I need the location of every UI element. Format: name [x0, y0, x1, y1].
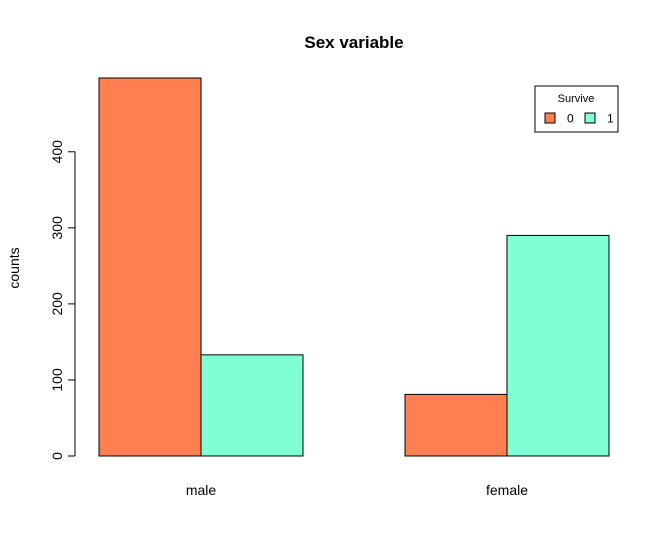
y-tick-label: 100	[49, 368, 65, 392]
legend: Survive 0 1	[534, 85, 619, 133]
legend-title: Survive	[558, 93, 595, 105]
legend-swatch-0	[544, 112, 556, 124]
y-axis-label: counts	[6, 247, 22, 288]
bar-male-survive-0	[98, 77, 202, 457]
y-tick-label: 400	[49, 140, 65, 164]
y-tick-label: 0	[49, 452, 65, 460]
bar-female-survive-1	[506, 234, 610, 457]
chart-title: Sex variable	[304, 33, 403, 52]
x-category-label: female	[486, 482, 528, 498]
legend-label: 1	[607, 112, 614, 126]
legend-box	[534, 85, 619, 133]
x-axis-labels: male female	[186, 482, 528, 498]
y-tick-label: 200	[49, 292, 65, 316]
y-tick-label: 300	[49, 216, 65, 240]
bars	[98, 77, 610, 457]
bar-male-survive-1	[200, 354, 304, 457]
legend-label: 0	[567, 112, 574, 126]
legend-swatch-1	[584, 112, 596, 124]
y-axis: 0 100 200 300 400	[49, 140, 76, 460]
x-category-label: male	[186, 482, 217, 498]
bar-female-survive-0	[404, 393, 508, 457]
